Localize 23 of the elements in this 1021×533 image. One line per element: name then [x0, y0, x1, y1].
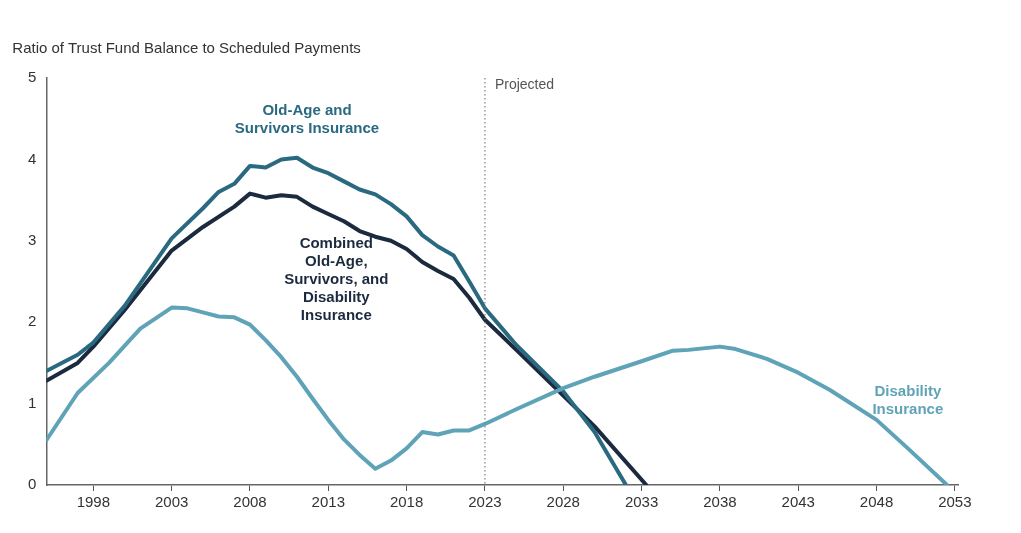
x-tick-label: 1998: [76, 493, 111, 511]
x-tick-label: 2038: [703, 493, 737, 511]
y-tick-label: 2: [28, 312, 37, 330]
x-tick-label: 2018: [389, 493, 424, 511]
y-tick-label: 1: [28, 393, 37, 411]
x-tick-label: 2003: [154, 493, 189, 511]
ref-line-label: Projected: [494, 75, 555, 92]
x-tick-label: 2043: [781, 493, 815, 511]
x-tick-label: 2008: [233, 493, 267, 511]
x-tick-label: 2013: [311, 493, 345, 511]
y-tick-label: 0: [28, 475, 37, 493]
y-tick-label: 3: [28, 230, 37, 248]
x-tick-label: 2028: [546, 493, 580, 511]
y-axis-title: Ratio of Trust Fund Balance to Scheduled Payments: [12, 38, 361, 56]
x-tick-label: 2053: [938, 493, 972, 511]
y-tick-label: 5: [28, 68, 37, 86]
series-label: Disability Insurance: [872, 382, 944, 418]
x-tick-label: 2033: [624, 493, 659, 511]
series-label: Combined Old-Age, Survivors, and Disability Insurance: [284, 233, 389, 323]
x-tick-label: 2048: [859, 493, 894, 511]
text: Old-Age and Survivors Insurance: [234, 101, 380, 137]
y-tick-label: 4: [28, 149, 37, 167]
x-tick-label: 2023: [468, 493, 502, 511]
